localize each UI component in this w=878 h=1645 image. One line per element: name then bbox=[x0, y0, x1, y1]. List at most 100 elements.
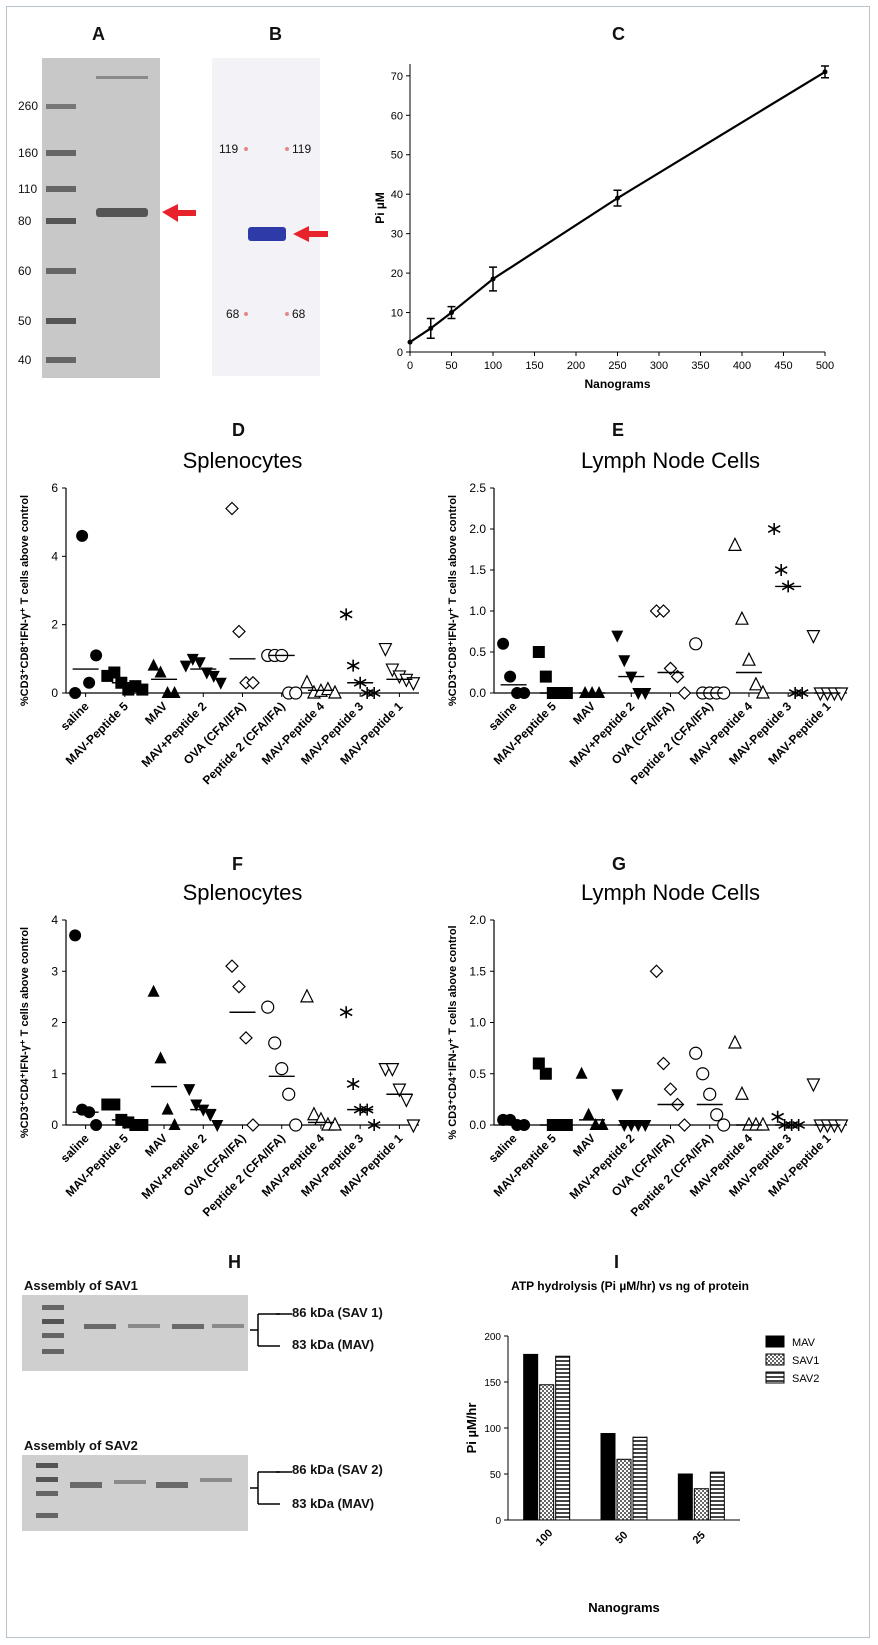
point-square bbox=[532, 1057, 545, 1070]
category-group bbox=[575, 1066, 609, 1130]
point-diamond-open bbox=[232, 624, 246, 639]
y-tick-label: 2 bbox=[51, 618, 58, 632]
category-group bbox=[727, 1034, 770, 1131]
y-tick-label: 2 bbox=[51, 1016, 58, 1030]
category-group bbox=[378, 1063, 421, 1134]
chart-i-atp-hydrolysis: ATP hydrolysis (Pi µM/hr) vs ng of prote… bbox=[464, 1279, 819, 1615]
point-diamond-open bbox=[246, 675, 260, 690]
point-triangle-down-open bbox=[406, 677, 421, 692]
chart-title: Lymph Node Cells bbox=[581, 448, 760, 473]
point-circle-open bbox=[689, 637, 703, 651]
category-group bbox=[225, 501, 260, 690]
category-group bbox=[339, 608, 381, 699]
point-triangle-down-open bbox=[392, 1083, 407, 1098]
point-circle bbox=[518, 1119, 531, 1131]
point-star bbox=[771, 1110, 785, 1123]
gel-panel-a-bands bbox=[46, 76, 196, 363]
category-group bbox=[378, 642, 421, 692]
x-tick-label: saline bbox=[58, 699, 92, 733]
chart-title: Splenocytes bbox=[183, 448, 303, 473]
y-tick-label: 1.5 bbox=[469, 964, 486, 978]
y-tick-label: 0 bbox=[51, 1118, 58, 1132]
point-square bbox=[532, 646, 545, 658]
point-diamond-open bbox=[232, 979, 246, 994]
category-group bbox=[579, 686, 606, 698]
point-triangle-down bbox=[207, 670, 220, 683]
chart-title: Lymph Node Cells bbox=[581, 880, 760, 905]
y-tick-label: 150 bbox=[484, 1378, 501, 1389]
panel-label-e: E bbox=[612, 420, 625, 440]
point-triangle bbox=[168, 1118, 181, 1130]
y-tick-label: 20 bbox=[391, 268, 403, 280]
point-triangle-open bbox=[748, 676, 763, 691]
category-group bbox=[69, 529, 103, 699]
point-star bbox=[339, 1006, 353, 1019]
y-tick-label: 1 bbox=[51, 1067, 58, 1081]
point-triangle-down bbox=[197, 1104, 210, 1117]
category-group bbox=[179, 653, 227, 690]
category-group bbox=[532, 1057, 573, 1131]
chart-g-lymph-cd4: Lymph Node Cells 0.0 0.5 1.0 1.5 2.0 % CD3⁺CD4… bbox=[447, 880, 849, 1219]
category-group bbox=[497, 637, 531, 699]
point-triangle-down-open bbox=[399, 1093, 414, 1108]
bar-sav1 bbox=[693, 1488, 709, 1521]
y-tick-label: 2.5 bbox=[469, 481, 486, 495]
point-star bbox=[367, 687, 381, 699]
point-triangle-down bbox=[611, 630, 624, 643]
y-axis-label: Pi µM bbox=[373, 192, 387, 224]
panel-label-c: C bbox=[612, 24, 625, 44]
y-axis-label: % CD3⁺CD4⁺IFN-γ⁺ T cells above control bbox=[447, 925, 459, 1139]
point-triangle-open bbox=[299, 674, 314, 689]
data-point bbox=[449, 310, 454, 316]
point-star bbox=[774, 564, 788, 576]
point-circle-open bbox=[710, 1108, 724, 1122]
point-star bbox=[367, 1119, 381, 1131]
category-group bbox=[183, 1084, 224, 1132]
point-triangle-down bbox=[186, 653, 199, 666]
category-group bbox=[299, 988, 342, 1131]
point-circle bbox=[90, 1119, 103, 1131]
y-tick-label: 0 bbox=[495, 1516, 501, 1527]
y-tick-label: 50 bbox=[490, 1470, 502, 1481]
point-square bbox=[108, 666, 121, 679]
point-triangle-down bbox=[618, 655, 631, 668]
point-triangle-down-open bbox=[385, 663, 400, 678]
sav1-upper-band-label: 86 kDa (SAV 1) bbox=[292, 1305, 383, 1320]
point-diamond-open bbox=[670, 669, 685, 684]
point-triangle-open bbox=[327, 1116, 342, 1131]
point-triangle-down-open bbox=[806, 1078, 821, 1093]
category-group bbox=[225, 959, 260, 1132]
category-group bbox=[147, 984, 181, 1130]
point-circle-open bbox=[275, 1062, 289, 1076]
point-circle-open bbox=[717, 1118, 731, 1132]
chart-title: ATP hydrolysis (Pi µM/hr) vs ng of prote… bbox=[511, 1279, 749, 1293]
y-tick-label: 1.5 bbox=[469, 563, 486, 577]
point-circle-open bbox=[689, 1046, 703, 1060]
point-diamond-open bbox=[225, 959, 239, 973]
category-group bbox=[339, 1006, 381, 1131]
point-diamond-open bbox=[225, 501, 239, 516]
data-point bbox=[615, 195, 620, 201]
point-triangle-down-open bbox=[834, 687, 849, 702]
marker-label-60: 60 bbox=[18, 264, 32, 278]
bar-mav bbox=[600, 1433, 616, 1521]
point-square bbox=[560, 687, 573, 699]
point-diamond-open bbox=[663, 1082, 678, 1096]
sav2-title: Assembly of SAV2 bbox=[24, 1438, 138, 1453]
y-tick-label: 4 bbox=[51, 913, 58, 927]
x-tick-label: 500 bbox=[816, 360, 834, 372]
legend-swatch-sav2 bbox=[765, 1371, 785, 1384]
point-triangle bbox=[168, 686, 181, 698]
category-group bbox=[611, 630, 652, 700]
point-diamond-open bbox=[649, 964, 664, 979]
x-tick-label: 50 bbox=[613, 1529, 630, 1546]
point-triangle-down bbox=[204, 1109, 217, 1122]
data-point bbox=[490, 276, 496, 282]
bar-sav2 bbox=[632, 1436, 648, 1521]
chart-title: Splenocytes bbox=[183, 880, 303, 905]
x-tick-label: 100 bbox=[534, 1527, 555, 1548]
point-triangle-down bbox=[214, 677, 227, 690]
panel-label-f: F bbox=[232, 854, 243, 874]
x-tick-label: 0 bbox=[407, 360, 413, 372]
category-group bbox=[532, 646, 573, 699]
